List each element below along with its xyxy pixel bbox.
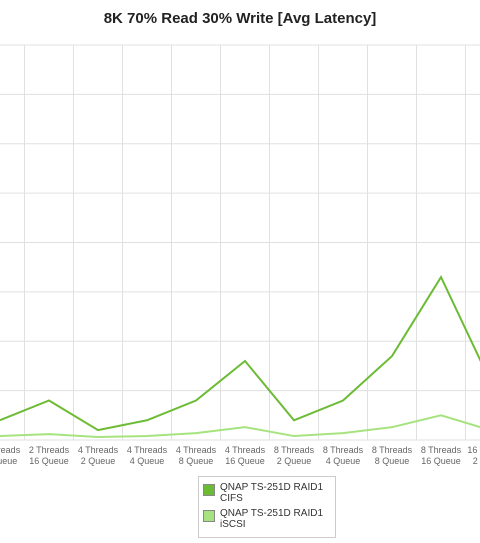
x-tick-label: 8 Threads [274,445,315,455]
x-tick-label: 2 Threads [0,445,21,455]
x-tick-label: 8 Threads [323,445,364,455]
x-tick-label: 4 Threads [176,445,217,455]
x-tick-label: 16 Threads [467,445,480,455]
x-tick-label: 4 Threads [127,445,168,455]
x-tick-label: 2 Queue [473,456,480,466]
series-line [0,414,480,439]
x-tick-label: 8 Threads [372,445,413,455]
x-tick-label: 4 Threads [78,445,119,455]
legend: QNAP TS-251D RAID1 CIFS QNAP TS-251D RAID… [198,476,336,538]
legend-label: QNAP TS-251D RAID1 iSCSI [220,508,324,530]
x-tick-label: 8 Queue [0,456,17,466]
legend-item[interactable]: QNAP TS-251D RAID1 CIFS [203,482,331,504]
x-tick-label: 4 Queue [326,456,361,466]
legend-swatch [203,484,215,496]
legend-item[interactable]: QNAP TS-251D RAID1 iSCSI [203,508,331,530]
x-tick-label: 8 Threads [421,445,462,455]
chart-title: 8K 70% Read 30% Write [Avg Latency] [104,10,377,27]
x-tick-label: 8 Queue [179,456,214,466]
x-tick-label: 4 Threads [225,445,266,455]
chart: 8K 70% Read 30% Write [Avg Latency] 0123… [0,10,480,466]
legend-label: QNAP TS-251D RAID1 CIFS [220,482,324,504]
legend-swatch [203,510,215,522]
x-tick-label: 4 Queue [130,456,165,466]
x-tick-label: 8 Queue [375,456,410,466]
x-tick-label: 16 Queue [29,456,69,466]
x-tick-label: 16 Queue [225,456,265,466]
series-line [0,274,480,432]
x-tick-label: 2 Queue [81,456,116,466]
x-tick-label: 2 Threads [29,445,70,455]
x-tick-label: 2 Queue [277,456,312,466]
x-tick-label: 16 Queue [421,456,461,466]
